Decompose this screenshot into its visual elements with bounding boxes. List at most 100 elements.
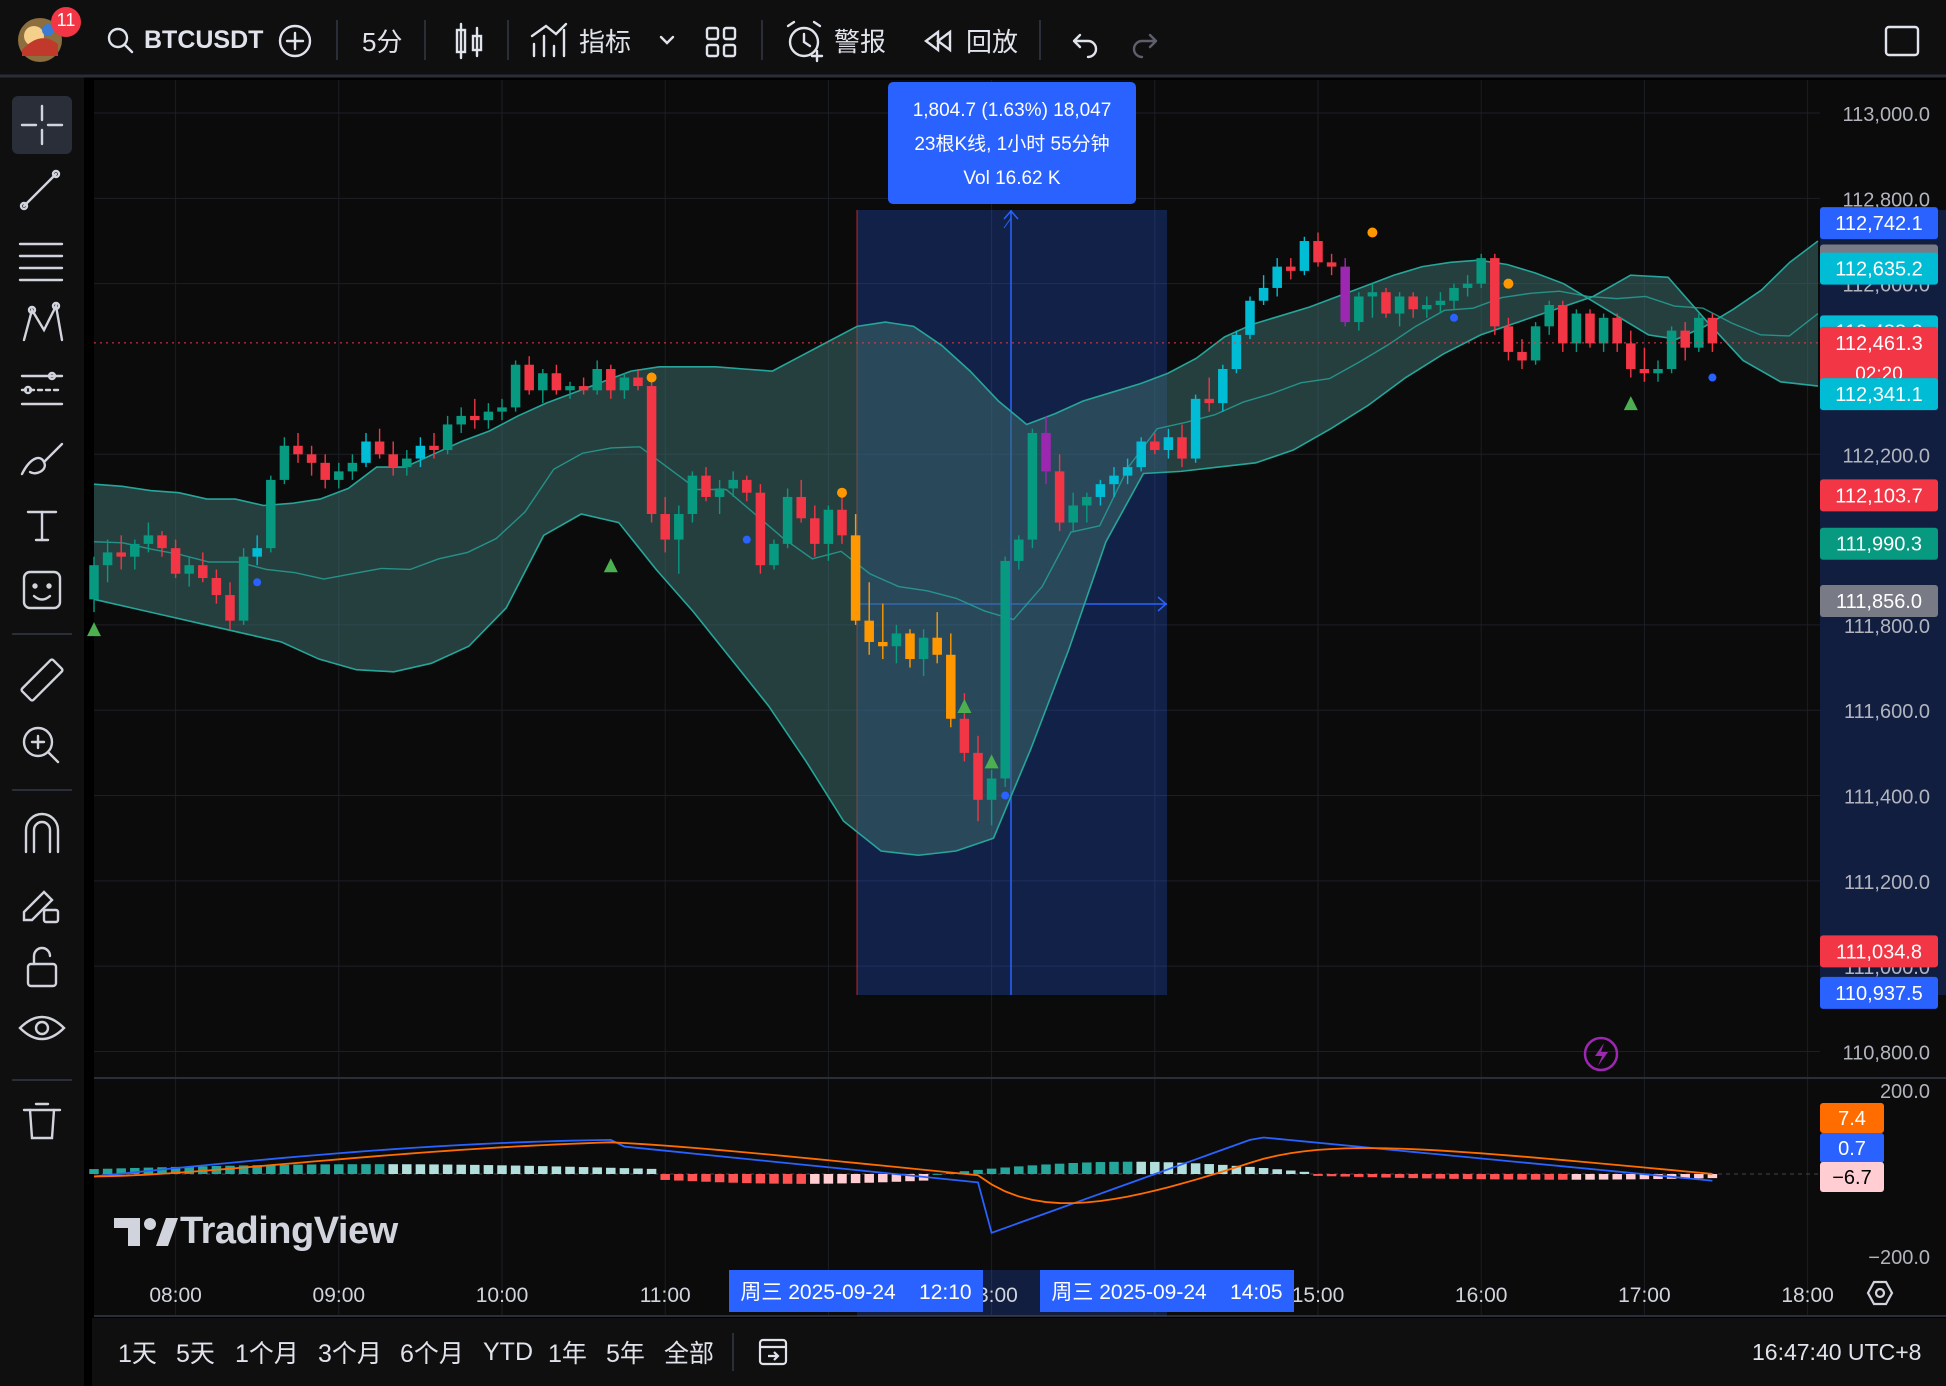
macd-histogram-bar: [769, 1174, 779, 1184]
fib-lines-icon[interactable]: [18, 242, 64, 282]
macd-histogram-bar: [1367, 1174, 1378, 1178]
candle: [918, 629, 929, 677]
candle-body: [1544, 305, 1554, 327]
range-6m-button[interactable]: 6个月: [400, 1340, 464, 1368]
indicators-icon[interactable]: [530, 22, 568, 58]
macd-histogram-bar: [1571, 1174, 1582, 1180]
interval-button[interactable]: 5分: [362, 26, 403, 57]
time-range-end-label: 周三 2025-09-24 14:05: [1040, 1270, 1294, 1312]
candle: [1095, 479, 1106, 506]
macd-histogram-bar: [402, 1164, 412, 1174]
candle-body: [1231, 334, 1242, 369]
candle: [1394, 292, 1405, 327]
candle: [429, 432, 439, 459]
zoom-in-icon[interactable]: [22, 726, 60, 764]
alert-clock-icon[interactable]: [786, 20, 824, 63]
range-3m-button[interactable]: 3个月: [318, 1340, 382, 1368]
candle: [143, 522, 154, 553]
range-ytd-button[interactable]: YTD: [483, 1337, 533, 1366]
candle: [905, 629, 915, 668]
range-all-button[interactable]: 全部: [664, 1340, 715, 1368]
range-1m-button[interactable]: 1个月: [235, 1340, 299, 1368]
ruler-icon[interactable]: [20, 658, 64, 702]
macd-histogram-bar: [415, 1164, 426, 1174]
macd-histogram-bar: [742, 1174, 752, 1184]
candle: [1272, 258, 1282, 297]
symbol-search-button[interactable]: BTCUSDT: [144, 25, 264, 54]
candle: [1639, 347, 1650, 382]
search-icon[interactable]: [107, 27, 134, 54]
price-tick-label: 113,000.0: [1843, 104, 1931, 126]
candle: [1136, 437, 1146, 472]
settings-gear-icon[interactable]: [1866, 1280, 1894, 1306]
clock-timezone[interactable]: 16:47:40 UTC+8: [1752, 1338, 1922, 1365]
macd-histogram-bar: [524, 1165, 534, 1174]
macd-histogram-bar: [1422, 1174, 1432, 1179]
candle-body: [959, 718, 970, 753]
pattern-icon[interactable]: [22, 301, 64, 342]
candle: [102, 539, 113, 583]
candle-body: [1095, 484, 1106, 497]
avatar[interactable]: [18, 18, 62, 62]
macd-histogram-bar: [1558, 1174, 1568, 1180]
layouts-icon[interactable]: [705, 26, 737, 58]
undo-icon[interactable]: [1072, 33, 1098, 59]
indicators-button[interactable]: 指标: [579, 26, 632, 57]
candle-body: [1558, 305, 1568, 344]
time-tick-label: 11:00: [640, 1284, 691, 1307]
candle-body: [674, 514, 684, 540]
time-axis[interactable]: 08:0009:0010:0011:0012:0013:0014:0015:00…: [149, 1284, 1834, 1307]
lock-drawing-icon[interactable]: [22, 890, 60, 924]
add-symbol-icon[interactable]: [278, 24, 312, 58]
crosshair-icon[interactable]: [20, 104, 64, 146]
macd-value-label: 7.4: [1820, 1103, 1884, 1133]
replay-icon[interactable]: [924, 29, 952, 53]
candle-body: [755, 492, 766, 566]
candle-body: [701, 475, 711, 497]
alert-button[interactable]: 警报: [834, 26, 887, 57]
zap-icon[interactable]: [1583, 1036, 1619, 1072]
fullscreen-icon[interactable]: [1884, 25, 1920, 57]
candle: [1462, 275, 1473, 297]
brush-icon[interactable]: [20, 442, 64, 476]
candle: [1490, 253, 1500, 335]
goto-date-icon[interactable]: [756, 1334, 792, 1370]
trash-icon[interactable]: [22, 1102, 62, 1140]
candle-body: [1177, 437, 1187, 459]
macd-histogram-bar: [1517, 1174, 1527, 1180]
redo-icon[interactable]: [1132, 33, 1158, 59]
candle: [728, 471, 738, 497]
macd-histogram-bar: [442, 1164, 453, 1174]
range-1y-button[interactable]: 1年: [548, 1340, 587, 1368]
measure-tooltip: 1,804.7 (1.63%) 18,047 23根K线, 1小时 55分钟 V…: [888, 82, 1136, 204]
measure-arrows: [1003, 209, 1168, 612]
chevron-down-icon[interactable]: [659, 35, 675, 45]
trend-line-icon[interactable]: [19, 169, 61, 211]
magnet-icon[interactable]: [24, 812, 60, 854]
range-1d-button[interactable]: 1天: [118, 1340, 157, 1368]
candle: [1014, 535, 1024, 570]
chart-type-candles-icon[interactable]: [455, 22, 483, 60]
candle-body: [1150, 441, 1160, 451]
crosshair-tool-bg[interactable]: [12, 96, 72, 154]
tradingview-logo-icon[interactable]: [114, 1218, 178, 1246]
candle-body: [1286, 266, 1296, 271]
emoji-icon[interactable]: [22, 570, 62, 610]
replay-button[interactable]: 回放: [966, 26, 1019, 57]
range-5y-button[interactable]: 5年: [606, 1340, 645, 1368]
price-axis-labels: 112,742.1112,654.2112,635.2112,488.2112,…: [1820, 207, 1938, 1009]
candle-body: [402, 458, 412, 468]
macd-value-label-text: 7.4: [1838, 1108, 1866, 1130]
lock-icon[interactable]: [26, 946, 58, 988]
macd-histogram-bar: [701, 1174, 711, 1182]
forecast-icon[interactable]: [20, 371, 64, 406]
candle-body: [592, 368, 602, 391]
range-5d-button[interactable]: 5天: [176, 1340, 215, 1368]
macd-histogram-bar: [361, 1164, 371, 1174]
candle-body: [1503, 326, 1514, 352]
eye-icon[interactable]: [18, 1015, 66, 1041]
bollinger-basis-line: [93, 290, 1819, 621]
text-tool-icon[interactable]: [26, 510, 58, 542]
candle: [850, 514, 861, 625]
